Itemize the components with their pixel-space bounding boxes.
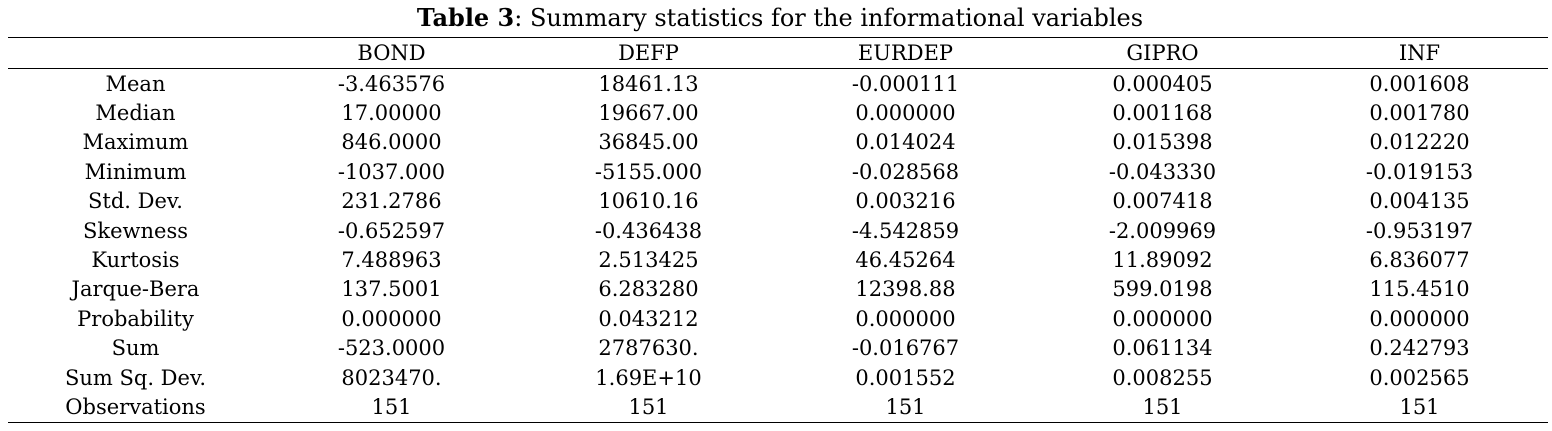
row-label: Jarque-Bera bbox=[71, 277, 200, 302]
table-cell: -523.0000 bbox=[337, 336, 446, 361]
table-cell: 2787630. bbox=[598, 336, 699, 361]
summary-statistics-table: BOND DEFP EURDEP GIPRO INF Mean -3.463576 1846… bbox=[8, 37, 1548, 423]
table-cell: 6.836077 bbox=[1369, 248, 1470, 273]
table-cell: -0.028568 bbox=[851, 159, 960, 184]
column-header-bond: BOND bbox=[357, 41, 426, 65]
table-cell: 0.014024 bbox=[855, 130, 956, 155]
table-cell: 0.003216 bbox=[855, 189, 956, 214]
table-cell: 2.513425 bbox=[598, 248, 699, 273]
table-cell: 0.000000 bbox=[341, 306, 442, 331]
table-header-row: BOND DEFP EURDEP GIPRO INF bbox=[8, 37, 1548, 69]
row-label: Observations bbox=[65, 394, 206, 419]
table-cell: -2.009969 bbox=[1108, 218, 1217, 243]
table-cell: -0.953197 bbox=[1365, 218, 1474, 243]
table-cell: 0.000000 bbox=[855, 306, 956, 331]
table-cell: -4.542859 bbox=[851, 218, 960, 243]
table-cell: 151 bbox=[628, 394, 669, 419]
table-cell: -0.016767 bbox=[851, 336, 960, 361]
table-row: Minimum -1037.000 -5155.000 -0.028568 -0.043… bbox=[8, 157, 1548, 186]
row-label: Mean bbox=[105, 71, 166, 96]
table-row: Sum -523.0000 2787630. -0.016767 0.061134 0.2… bbox=[8, 334, 1548, 363]
table-cell: 231.2786 bbox=[341, 189, 442, 214]
table-cell: 0.061134 bbox=[1112, 336, 1213, 361]
table-cell: 0.012220 bbox=[1369, 130, 1470, 155]
table-cell: 0.043212 bbox=[598, 306, 699, 331]
row-label: Sum bbox=[111, 336, 160, 361]
table-cell: -5155.000 bbox=[594, 159, 703, 184]
table-cell: 0.000000 bbox=[1112, 306, 1213, 331]
table-row: Median 17.00000 19667.00 0.000000 0.001168 0.… bbox=[8, 98, 1548, 127]
table-cell: 0.001780 bbox=[1369, 101, 1470, 126]
table-cell: 6.283280 bbox=[598, 277, 699, 302]
column-header-stub bbox=[8, 38, 263, 69]
table-cell: 0.242793 bbox=[1369, 336, 1470, 361]
table-row: Kurtosis 7.488963 2.513425 46.45264 11.89092… bbox=[8, 245, 1548, 274]
table-row: Jarque-Bera 137.5001 6.283280 12398.88 599.0… bbox=[8, 275, 1548, 304]
table-cell: 1.69E+10 bbox=[595, 365, 702, 390]
table-cell: -1037.000 bbox=[337, 159, 446, 184]
table-caption-label: Table 3 bbox=[416, 3, 515, 32]
table-cell: 151 bbox=[1399, 394, 1440, 419]
table-cell: 151 bbox=[371, 394, 412, 419]
table-cell: 17.00000 bbox=[341, 101, 442, 126]
table-cell: 0.004135 bbox=[1369, 189, 1470, 214]
table-row: Mean -3.463576 18461.13 -0.000111 0.000405 0.… bbox=[8, 69, 1548, 99]
column-header-eurdep: EURDEP bbox=[857, 41, 954, 65]
table-cell: 137.5001 bbox=[341, 277, 442, 302]
table-cell: 0.007418 bbox=[1112, 189, 1213, 214]
table-cell: 0.008255 bbox=[1112, 365, 1213, 390]
table-cell: 10610.16 bbox=[598, 189, 699, 214]
table-cell: 36845.00 bbox=[598, 130, 699, 155]
table-cell: -0.019153 bbox=[1365, 159, 1474, 184]
table-row: Observations 151 151 151 151 151 bbox=[8, 392, 1548, 423]
table-cell: 0.002565 bbox=[1369, 365, 1470, 390]
row-label: Probability bbox=[77, 306, 194, 331]
table-cell: 19667.00 bbox=[598, 101, 699, 126]
column-header-gipro: GIPRO bbox=[1126, 41, 1199, 65]
table-cell: 151 bbox=[885, 394, 926, 419]
table-cell: 599.0198 bbox=[1112, 277, 1213, 302]
table-cell: 0.000405 bbox=[1112, 71, 1213, 96]
table-cell: 0.001168 bbox=[1112, 101, 1213, 126]
table-cell: 0.000000 bbox=[855, 101, 956, 126]
table-cell: 11.89092 bbox=[1112, 248, 1213, 273]
table-cell: 0.000000 bbox=[1369, 306, 1470, 331]
row-label: Kurtosis bbox=[91, 248, 180, 273]
table-cell: 7.488963 bbox=[341, 248, 442, 273]
table-row: Std. Dev. 231.2786 10610.16 0.003216 0.00741… bbox=[8, 187, 1548, 216]
table-cell: 8023470. bbox=[341, 365, 442, 390]
table-row: Skewness -0.652597 -0.436438 -4.542859 -2.00… bbox=[8, 216, 1548, 245]
table-cell: -0.436438 bbox=[594, 218, 703, 243]
table-cell: 115.4510 bbox=[1369, 277, 1470, 302]
column-header-defp: DEFP bbox=[618, 41, 679, 65]
table-cell: 46.45264 bbox=[855, 248, 956, 273]
table-caption: Table 3: Summary statistics for the info… bbox=[0, 3, 1552, 33]
table-cell: 151 bbox=[1142, 394, 1183, 419]
row-label: Minimum bbox=[84, 159, 187, 184]
column-header-inf: INF bbox=[1398, 41, 1441, 65]
row-label: Maximum bbox=[82, 130, 189, 155]
table-cell: 0.001608 bbox=[1369, 71, 1470, 96]
table-cell: -0.000111 bbox=[851, 71, 960, 96]
table-row: Sum Sq. Dev. 8023470. 1.69E+10 0.001552 0.00… bbox=[8, 363, 1548, 392]
table-cell: 846.0000 bbox=[341, 130, 442, 155]
table-caption-text: : Summary statistics for the information… bbox=[514, 4, 1144, 32]
row-label: Median bbox=[95, 101, 176, 126]
table-cell: -0.043330 bbox=[1108, 159, 1217, 184]
table-cell: 0.001552 bbox=[855, 365, 956, 390]
table-cell: -0.652597 bbox=[337, 218, 446, 243]
row-label: Sum Sq. Dev. bbox=[65, 365, 206, 390]
table-row: Maximum 846.0000 36845.00 0.014024 0.015398 0… bbox=[8, 128, 1548, 157]
table-cell: 12398.88 bbox=[855, 277, 956, 302]
table-row: Probability 0.000000 0.043212 0.000000 0.000… bbox=[8, 304, 1548, 333]
table-cell: -3.463576 bbox=[337, 71, 446, 96]
table-cell: 18461.13 bbox=[598, 71, 699, 96]
row-label: Std. Dev. bbox=[88, 189, 183, 214]
table-cell: 0.015398 bbox=[1112, 130, 1213, 155]
table-body: Mean -3.463576 18461.13 -0.000111 0.000405 0.… bbox=[8, 69, 1548, 423]
row-label: Skewness bbox=[82, 218, 189, 243]
